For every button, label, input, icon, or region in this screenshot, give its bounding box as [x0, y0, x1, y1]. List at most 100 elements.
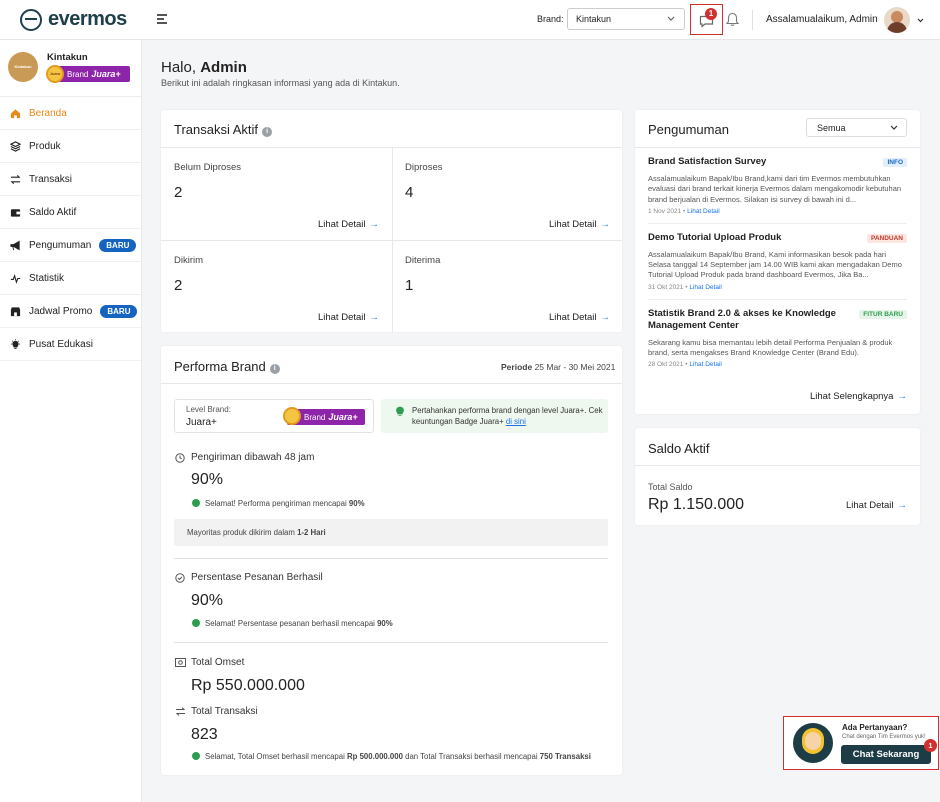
brand-select[interactable]: Kintakun	[567, 8, 685, 30]
lihat-detail-link[interactable]: Lihat Detail →	[318, 312, 379, 323]
level-label: Level Brand:	[186, 405, 231, 414]
announcement-body: Assalamualaikum Bapak/Ibu Brand, Kami in…	[648, 249, 902, 280]
sidebar: Kintakun Kintakun Brand Juara+ Juara Bera…	[0, 40, 142, 802]
pengumuman-card: Pengumuman Semua Brand Satisfaction Surv…	[635, 110, 920, 414]
arrow-right-icon: →	[369, 219, 380, 230]
saldo-value: Rp 1.150.000	[648, 496, 745, 513]
sidebar-item-pusat-edukasi[interactable]: Pusat Edukasi	[0, 328, 141, 361]
juara-medal-icon: Juara	[46, 65, 64, 83]
total-transaksi-value: 823	[191, 726, 218, 743]
level-brand-box: Level Brand: Juara+ Brand Juara+	[174, 399, 374, 433]
sidebar-item-beranda[interactable]: Beranda	[0, 97, 141, 130]
lihat-detail-link[interactable]: Lihat Detail →	[549, 312, 610, 323]
chat-sekarang-button[interactable]: Chat Sekarang	[841, 745, 931, 764]
check-circle-icon	[192, 499, 200, 507]
announcement-date: 31 Okt 2021	[648, 283, 684, 291]
sidebar-item-transaksi[interactable]: Transaksi	[0, 163, 141, 196]
wallet-icon	[10, 208, 21, 217]
swap-icon	[10, 174, 21, 184]
menu-toggle-icon[interactable]	[157, 14, 167, 24]
sidebar-nav: Beranda Produk Transaksi Saldo Aktif Pengumu…	[0, 97, 141, 361]
cell-value: 1	[405, 277, 414, 294]
bell-icon[interactable]	[726, 12, 739, 27]
announcement-date: 1 Nov 2021	[648, 207, 682, 215]
megaphone-icon	[10, 240, 20, 250]
mayoritas-value: 1-2 Hari	[297, 528, 326, 537]
layers-icon	[10, 140, 21, 152]
mayoritas-box: Mayoritas produk dikirim dalam 1-2 Hari	[174, 519, 608, 546]
lihat-detail-label: Lihat Detail	[548, 219, 597, 230]
arrow-right-icon: →	[897, 500, 908, 511]
sidebar-item-produk[interactable]: Produk	[0, 130, 141, 163]
arrow-right-icon: →	[600, 219, 611, 230]
announcement-item[interactable]: Demo Tutorial Upload Produk PANDUAN Assala…	[648, 224, 907, 300]
chat-notification-button[interactable]: 1	[690, 4, 723, 35]
lihat-selengkapnya-label: Lihat Selengkapnya	[810, 391, 894, 402]
transaksi-aktif-card: Transaksi Aktif i Belum Diproses 2 Lihat De…	[161, 110, 622, 332]
welcome-name: Admin	[200, 59, 247, 76]
logo-text: evermos	[48, 8, 127, 30]
final-note-3: dan Total Transaksi berhasil mencapai	[405, 752, 538, 761]
clock-icon	[175, 453, 185, 463]
announcement-title: Brand Satisfaction Survey	[648, 156, 767, 167]
mayoritas-text: Mayoritas produk dikirim dalam 1-2 Hari	[187, 528, 326, 537]
user-avatar[interactable]	[884, 7, 910, 33]
chart-line-icon	[10, 273, 21, 284]
chat-widget: Ada Pertanyaan? Chat dengan Tim Evermos …	[783, 716, 939, 770]
saldo-title: Saldo Aktif	[648, 441, 710, 456]
money-icon	[175, 658, 186, 667]
bulb-icon	[10, 338, 21, 349]
pengiriman-note-value: 90%	[348, 499, 365, 508]
info-icon[interactable]: i	[262, 127, 273, 137]
performa-title-row: Performa Brand i	[174, 359, 280, 374]
lihat-detail-link[interactable]: Lihat Detail →	[549, 219, 610, 230]
lihat-detail-link[interactable]: Lihat Detail →	[318, 219, 379, 230]
welcome-prefix: Halo,	[161, 59, 197, 76]
pengiriman-note: Selamat! Performa pengiriman mencapai 90…	[192, 499, 365, 508]
saldo-label: Total Saldo	[648, 482, 693, 492]
cell-value: 2	[174, 184, 183, 201]
filter-value: Semua	[817, 123, 846, 133]
header-divider	[752, 10, 753, 30]
evermos-logo[interactable]: evermos	[20, 8, 127, 31]
badge-text: Brand	[67, 69, 89, 79]
new-badge: BARU	[99, 238, 137, 252]
announcement-detail-link[interactable]: Lihat Detail	[689, 361, 722, 369]
info-icon[interactable]: i	[269, 364, 280, 374]
announcement-body: Assalamualaikum Bapak/Ibu Brand,kami dar…	[648, 174, 902, 204]
home-icon	[10, 108, 21, 118]
final-note-1: Selamat, Total Omset berhasil mencapai	[205, 752, 345, 761]
pengiriman-title: Pengiriman dibawah 48 jam	[191, 452, 315, 463]
final-note-2: Rp 500.000.000	[347, 752, 403, 761]
announcement-item[interactable]: Brand Satisfaction Survey INFO Assalamuala…	[648, 148, 907, 224]
announcement-title: Statistik Brand 2.0 & akses ke Knowledge…	[648, 307, 836, 331]
mayoritas-prefix: Mayoritas produk dikirim dalam	[187, 528, 295, 537]
transaksi-title-row: Transaksi Aktif i	[174, 122, 273, 137]
sidebar-item-saldo-aktif[interactable]: Saldo Aktif	[0, 196, 141, 229]
evermos-logo-icon	[20, 8, 42, 31]
level-tip-box: Pertahankan performa brand dengan level …	[381, 399, 608, 433]
announcement-detail-link[interactable]: Lihat Detail	[687, 207, 720, 215]
tip-link[interactable]: di sini	[505, 416, 526, 426]
tip-text: Pertahankan performa brand dengan level …	[412, 406, 603, 426]
final-note: Selamat, Total Omset berhasil mencapai R…	[192, 752, 591, 761]
cell-value: 2	[174, 277, 183, 294]
juara-medal-icon	[283, 407, 301, 425]
pengumuman-list: Brand Satisfaction Survey INFO Assalamuala…	[648, 148, 907, 376]
announcement-detail-link[interactable]: Lihat Detail	[689, 283, 722, 291]
saldo-detail-link[interactable]: Lihat Detail →	[846, 500, 907, 511]
announcement-tag: INFO	[883, 158, 907, 167]
check-circle-icon	[192, 619, 200, 627]
sidebar-item-statistik[interactable]: Statistik	[0, 262, 141, 295]
sidebar-item-jadwal-promo[interactable]: Jadwal Promo BARU	[0, 295, 141, 328]
sidebar-item-pengumuman[interactable]: Pengumuman BARU	[0, 229, 141, 262]
persentase-title: Persentase Pesanan Berhasil	[191, 572, 323, 583]
user-menu-chevron-icon[interactable]	[917, 18, 924, 23]
pengumuman-filter-select[interactable]: Semua	[806, 118, 907, 137]
level-value: Juara+	[186, 417, 217, 428]
announcement-item[interactable]: Statistik Brand 2.0 & akses ke Knowledge…	[648, 300, 907, 377]
bulb-icon	[396, 406, 404, 416]
lihat-selengkapnya-link[interactable]: Lihat Selengkapnya →	[810, 391, 907, 402]
chevron-down-icon	[890, 125, 898, 130]
pengiriman-note-prefix: Selamat! Performa pengiriman mencapai	[205, 499, 347, 508]
